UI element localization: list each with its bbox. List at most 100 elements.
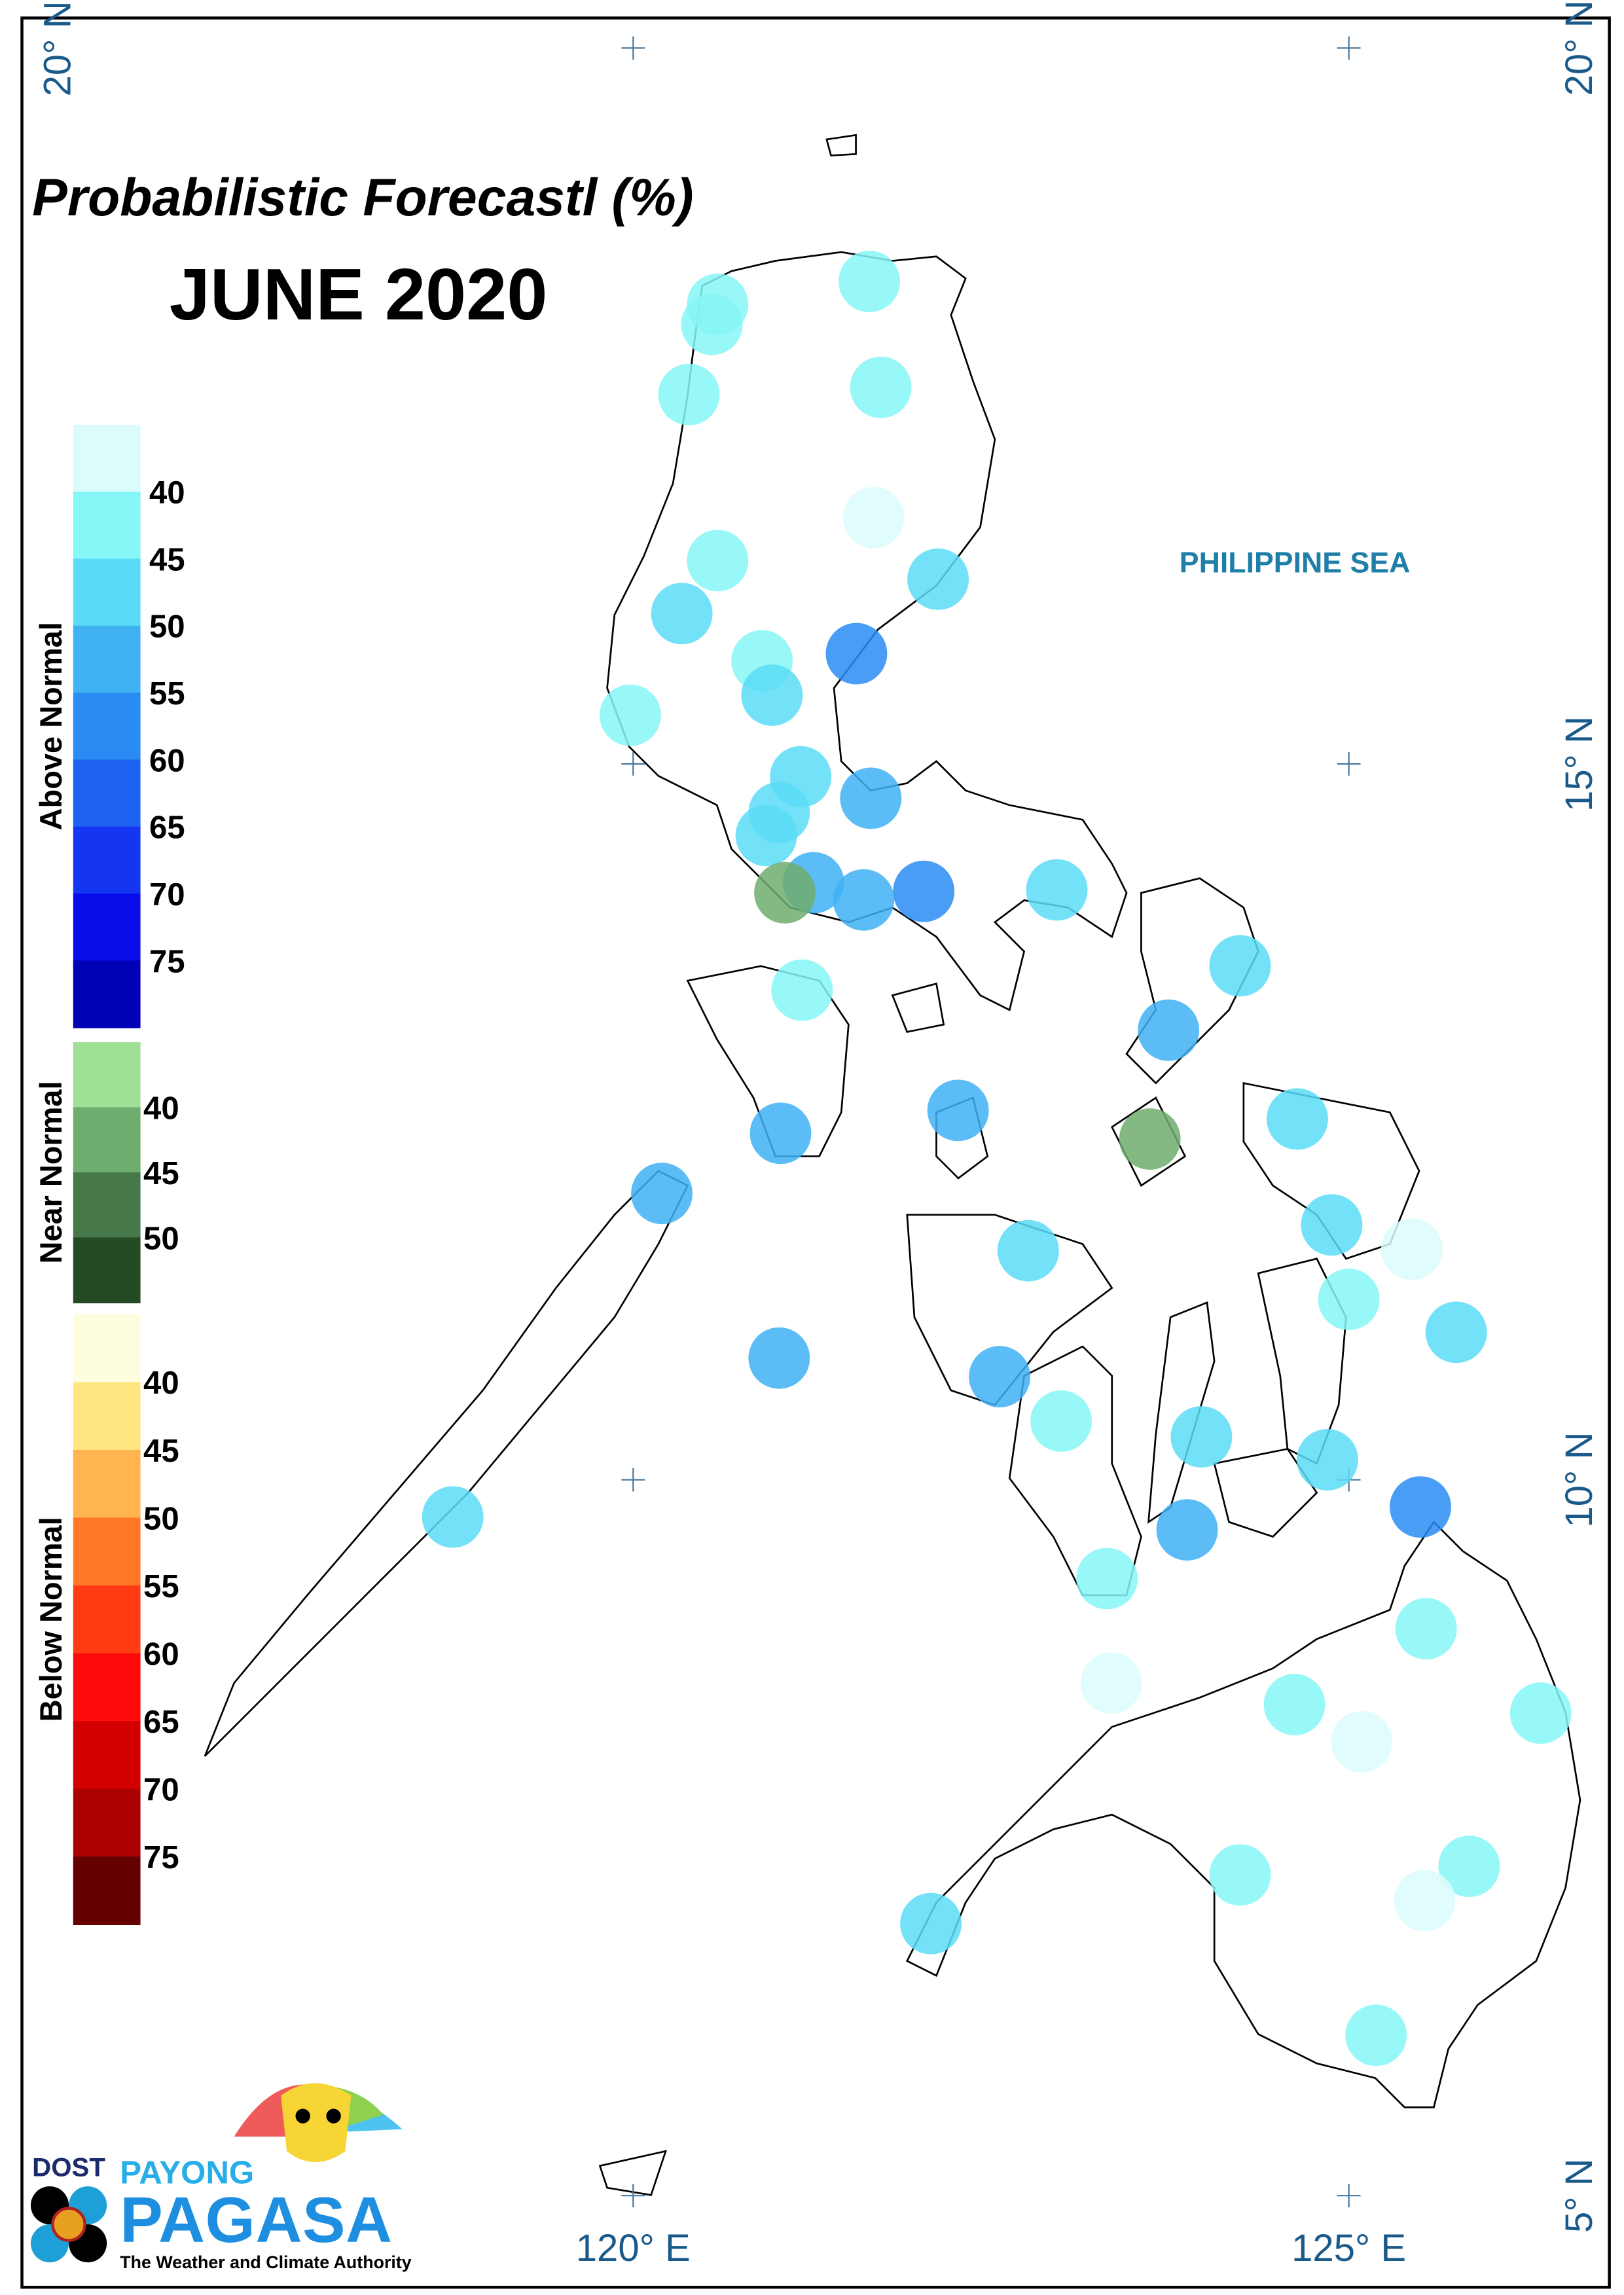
legend-swatch bbox=[73, 693, 141, 761]
station-probability bbox=[651, 583, 713, 645]
legend-tick-label: 50 bbox=[143, 1220, 179, 1256]
legend-swatch bbox=[73, 1172, 141, 1238]
station-probability bbox=[997, 1220, 1059, 1282]
station-probability bbox=[1296, 1429, 1358, 1491]
legend-swatch bbox=[73, 1107, 141, 1174]
station-probability bbox=[1395, 1598, 1457, 1660]
legend-swatch bbox=[73, 759, 141, 827]
logo-brand-top: PAYONG bbox=[120, 2154, 254, 2190]
station-probability bbox=[839, 250, 901, 312]
station-probability bbox=[1301, 1194, 1363, 1256]
legend-swatch bbox=[73, 1237, 141, 1304]
legend-group-label: Above Normal bbox=[34, 622, 68, 830]
station-probability bbox=[842, 486, 905, 549]
station-probability bbox=[927, 1079, 989, 1142]
station-probability bbox=[599, 684, 661, 746]
legend-tick-label: 50 bbox=[143, 1500, 179, 1536]
station-probability bbox=[1026, 859, 1088, 921]
station-probability bbox=[1425, 1301, 1487, 1364]
legend-swatch bbox=[73, 1856, 141, 1925]
lat-label: 5° N bbox=[1558, 2158, 1600, 2233]
station-probability bbox=[969, 1346, 1031, 1408]
station-probability bbox=[833, 869, 895, 931]
station-probability bbox=[1076, 1547, 1138, 1610]
legend-tick-label: 40 bbox=[143, 1090, 179, 1126]
station-probability bbox=[771, 959, 833, 1021]
station-probability bbox=[1138, 999, 1200, 1061]
logo-agency: DOST bbox=[32, 2152, 105, 2182]
legend-tick-label: 75 bbox=[149, 943, 185, 979]
lat-label: 15° N bbox=[1558, 716, 1600, 812]
logo-brand: PAGASA bbox=[120, 2184, 392, 2256]
legend-swatch bbox=[73, 424, 141, 493]
coastlines bbox=[204, 134, 1581, 2196]
lat-label-left: 20° N bbox=[36, 1, 79, 96]
station-probability bbox=[1266, 1088, 1328, 1150]
station-probability bbox=[735, 804, 797, 867]
legend-swatch bbox=[73, 960, 141, 1028]
logo: DOST PAYONG PAGASA The Weather and Clima… bbox=[30, 2083, 412, 2272]
legend-tick-label: 40 bbox=[143, 1365, 179, 1401]
station-probability bbox=[749, 1102, 812, 1165]
legend-tick-label: 70 bbox=[143, 1772, 179, 1808]
logo-seal bbox=[51, 2207, 86, 2242]
station-probability bbox=[1380, 1218, 1443, 1280]
umbrella-eye bbox=[326, 2108, 341, 2123]
legend-group-label: Near Normal bbox=[34, 1081, 68, 1263]
station-probability bbox=[754, 861, 816, 924]
station-probability bbox=[631, 1163, 693, 1225]
logo-tagline: The Weather and Climate Authority bbox=[120, 2252, 412, 2272]
station-probability bbox=[907, 548, 969, 610]
legend-swatch bbox=[73, 826, 141, 895]
station-probability bbox=[1438, 1835, 1500, 1898]
station-probability bbox=[1394, 1870, 1456, 1932]
station-probability bbox=[1156, 1499, 1218, 1561]
lon-label: 125° E bbox=[1291, 2227, 1406, 2269]
station-probability bbox=[1390, 1476, 1451, 1538]
station-probability bbox=[1170, 1406, 1233, 1468]
legend-group-label: Below Normal bbox=[34, 1517, 68, 1722]
station-probability bbox=[1331, 1710, 1393, 1773]
station-probability bbox=[681, 293, 743, 355]
station-probability bbox=[1209, 1844, 1271, 1906]
station-probability bbox=[840, 767, 902, 829]
legend-tick-label: 45 bbox=[143, 1155, 179, 1191]
station-probability bbox=[850, 356, 912, 418]
station-probability bbox=[1030, 1390, 1092, 1452]
legend-tick-label: 60 bbox=[143, 1636, 179, 1672]
legend-tick-label: 40 bbox=[149, 475, 185, 511]
legend-swatch bbox=[73, 1314, 141, 1383]
umbrella-face bbox=[281, 2083, 352, 2163]
legend-swatch bbox=[73, 1449, 141, 1519]
legend-tick-label: 70 bbox=[149, 876, 185, 913]
station-probability bbox=[1345, 2004, 1407, 2067]
legend-tick-label: 65 bbox=[143, 1704, 179, 1740]
legend-tick-label: 65 bbox=[149, 810, 185, 846]
station-probability bbox=[748, 1327, 810, 1389]
station-probability bbox=[741, 664, 803, 726]
legend-swatch bbox=[73, 1517, 141, 1587]
lat-label: 10° N bbox=[1558, 1432, 1600, 1528]
station-probability bbox=[422, 1486, 484, 1548]
map-subtitle: JUNE 2020 bbox=[170, 253, 548, 335]
legend-tick-label: 60 bbox=[149, 742, 185, 778]
map-title: Probabilistic Forecastl (%) bbox=[32, 168, 693, 227]
sea-label: PHILIPPINE SEA bbox=[1180, 547, 1411, 579]
station-probability bbox=[687, 530, 749, 592]
station-probability bbox=[1263, 1674, 1326, 1735]
legend-swatch bbox=[73, 1653, 141, 1722]
lon-label: 120° E bbox=[576, 2227, 691, 2269]
lat-label: 20° N bbox=[1558, 0, 1600, 96]
legend-tick-label: 50 bbox=[149, 609, 185, 645]
legend-swatch bbox=[73, 625, 141, 694]
legend-swatch bbox=[73, 1585, 141, 1654]
station-probability bbox=[900, 1892, 962, 1955]
legend-swatch bbox=[73, 1788, 141, 1858]
map-frame bbox=[20, 16, 1611, 2289]
legend-swatch bbox=[73, 1382, 141, 1451]
legend-swatch bbox=[73, 894, 141, 962]
legend-swatch bbox=[73, 558, 141, 626]
legend-swatch bbox=[73, 492, 141, 560]
legend: 40 45 50 55 60 65 70 75 Above Normal 40 45 50 Near N… bbox=[34, 424, 185, 1925]
